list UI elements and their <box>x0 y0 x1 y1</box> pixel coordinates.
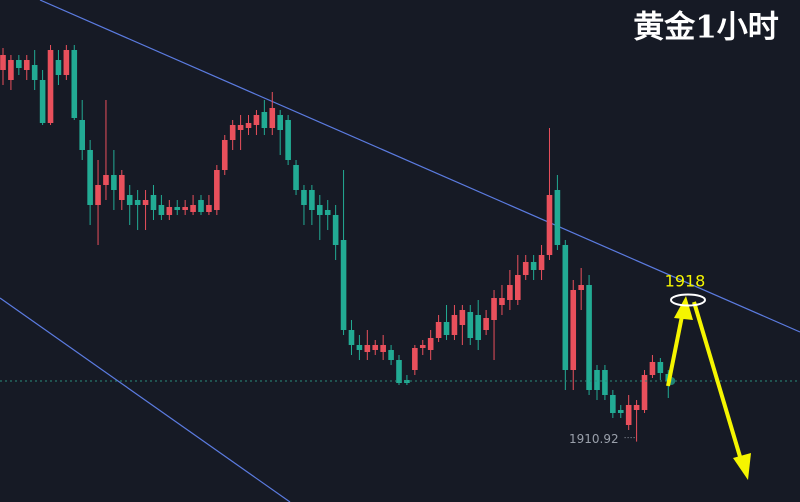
candle-body <box>578 285 584 290</box>
candle-body <box>0 55 6 70</box>
candle-body <box>412 348 418 370</box>
candle-body <box>55 60 62 75</box>
candle-body <box>427 338 434 350</box>
candle-body <box>340 240 347 330</box>
candle-body <box>8 60 14 80</box>
candle-body <box>221 140 228 170</box>
candle-body <box>237 125 244 130</box>
upper-trendline <box>39 0 800 333</box>
candle-body <box>546 195 553 255</box>
candle-body <box>134 200 141 205</box>
candle-body <box>467 312 474 338</box>
candle-body <box>174 207 181 210</box>
candle-body <box>150 195 157 210</box>
candle-body <box>126 195 133 205</box>
candle-body <box>388 350 394 360</box>
candle-body <box>103 175 109 185</box>
candle-body <box>641 375 648 410</box>
candle-body <box>79 120 85 150</box>
candle-body <box>111 175 117 190</box>
arrow-up-head <box>674 296 693 320</box>
candle-body <box>245 123 252 128</box>
candle-body <box>617 410 624 413</box>
candle-body <box>483 318 489 330</box>
candle-body <box>562 245 569 370</box>
candle-body <box>435 322 442 338</box>
candle-body <box>570 290 577 370</box>
candle-body <box>332 215 339 245</box>
candle-body <box>364 345 371 352</box>
candle-body <box>190 205 196 212</box>
candle-body <box>182 207 188 210</box>
target-label: 1918 <box>665 272 706 291</box>
candle-body <box>380 345 386 352</box>
candle-body <box>206 205 212 212</box>
candle-body <box>443 322 450 335</box>
candles <box>0 45 800 442</box>
candle-body <box>95 185 101 205</box>
candle-body <box>158 205 165 215</box>
candle-body <box>538 255 545 270</box>
candle-body <box>657 362 664 373</box>
candle-body <box>515 275 521 300</box>
candle-body <box>554 190 561 245</box>
candle-body <box>499 298 505 305</box>
candle-body <box>261 112 268 128</box>
lower-trendline <box>0 297 291 502</box>
candle-body <box>530 262 537 270</box>
candle-body <box>198 200 204 212</box>
candle-body <box>285 120 291 160</box>
candle-body <box>71 50 78 118</box>
candle-body <box>491 298 497 320</box>
candle-body <box>253 115 260 125</box>
candle-body <box>594 370 600 390</box>
low-label: 1910.92 <box>569 432 619 446</box>
candle-body <box>459 310 466 325</box>
candle-body <box>23 60 30 70</box>
target-ellipse <box>670 293 706 307</box>
candle-body <box>396 360 402 383</box>
candle-body <box>649 362 656 375</box>
arrow-up-shaft <box>666 315 684 387</box>
candle-body <box>625 405 632 425</box>
candle-body <box>293 165 299 190</box>
candle-body <box>507 285 513 300</box>
arrow-down-shaft <box>692 301 743 461</box>
candle-body <box>633 405 640 410</box>
candle-body <box>419 345 426 348</box>
candle-body <box>63 50 70 75</box>
candle-body <box>586 285 592 390</box>
candle-body <box>47 50 54 123</box>
candle-body <box>229 125 236 140</box>
candle-body <box>356 345 363 350</box>
candle-body <box>451 315 458 335</box>
candle-body <box>522 262 529 275</box>
candle-body <box>324 210 331 215</box>
candle-body <box>87 150 93 205</box>
candle-body <box>602 370 608 395</box>
candle-body <box>16 60 22 68</box>
candle-body <box>31 65 38 80</box>
arrows <box>666 296 751 480</box>
candle-body <box>301 190 307 205</box>
candle-body <box>166 207 173 215</box>
candle-body <box>269 108 276 128</box>
arrow-down-head <box>733 453 751 480</box>
candle-body <box>475 315 481 340</box>
candle-body <box>277 115 283 130</box>
candle-body <box>348 330 355 345</box>
chart-title: 黄金1小时 <box>633 10 779 46</box>
candle-body <box>39 80 46 123</box>
candle-body <box>317 205 323 215</box>
candle-body <box>119 175 125 200</box>
candle-body <box>142 200 149 205</box>
candle-body <box>610 395 616 413</box>
candle-body <box>214 170 220 210</box>
candle-body <box>309 190 315 210</box>
candle-body <box>372 345 379 350</box>
